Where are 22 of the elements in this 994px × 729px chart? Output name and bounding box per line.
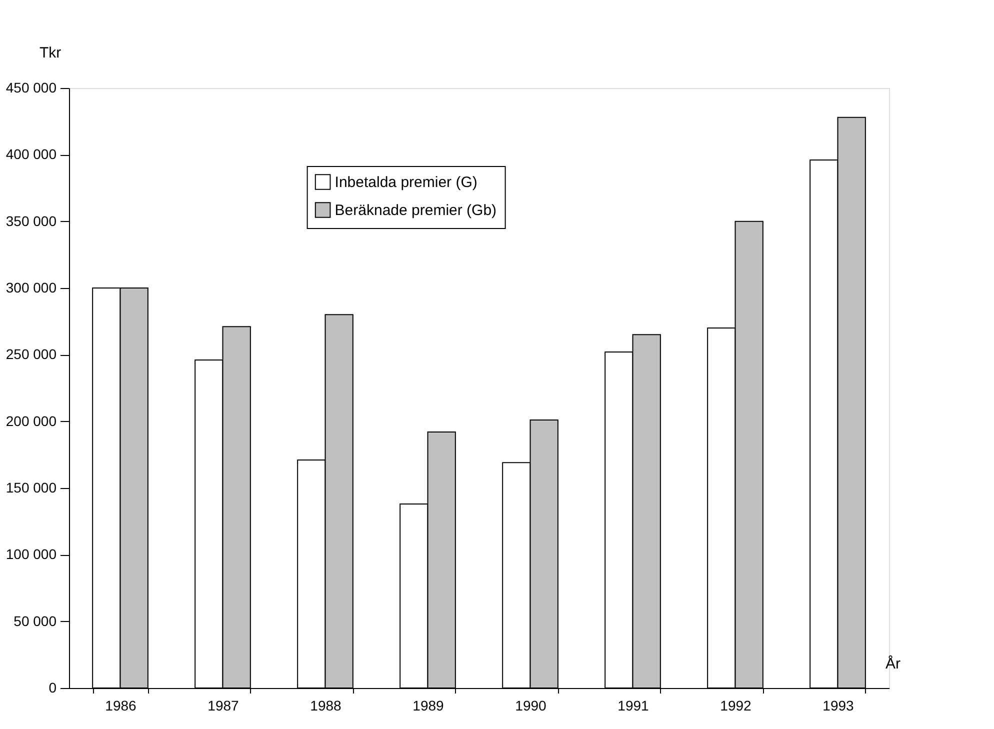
y-axis-title: Tkr (40, 44, 62, 62)
x-axis-title: År (886, 654, 901, 672)
x-tick-label: 1991 (618, 698, 650, 714)
y-tick-label: 300 000 (6, 280, 57, 296)
x-tick-label: 1993 (822, 698, 854, 714)
x-tick-label: 1988 (310, 698, 342, 714)
x-tick-label: 1989 (412, 698, 444, 714)
y-tick-label: 50 000 (14, 612, 57, 629)
x-tick-label: 1992 (720, 698, 752, 714)
y-tick-label: 0 (48, 680, 57, 696)
x-tick-label: 1987 (208, 698, 240, 714)
x-tick-label: 1986 (105, 698, 137, 714)
y-tick-label: 250 000 (6, 346, 57, 362)
x-tick-label: 1990 (515, 698, 547, 714)
legend-label: Inbetalda premier (G) (334, 174, 478, 191)
y-tick-label: 450 000 (6, 80, 57, 96)
y-tick-label: 200 000 (6, 412, 57, 429)
y-tick-label: 150 000 (6, 480, 57, 496)
y-tick-label: 100 000 (6, 546, 57, 562)
legend-label: Beräknade premier (Gb) (334, 202, 497, 219)
y-tick-label: 400 000 (6, 146, 57, 162)
y-tick-label: 350 000 (6, 212, 57, 229)
